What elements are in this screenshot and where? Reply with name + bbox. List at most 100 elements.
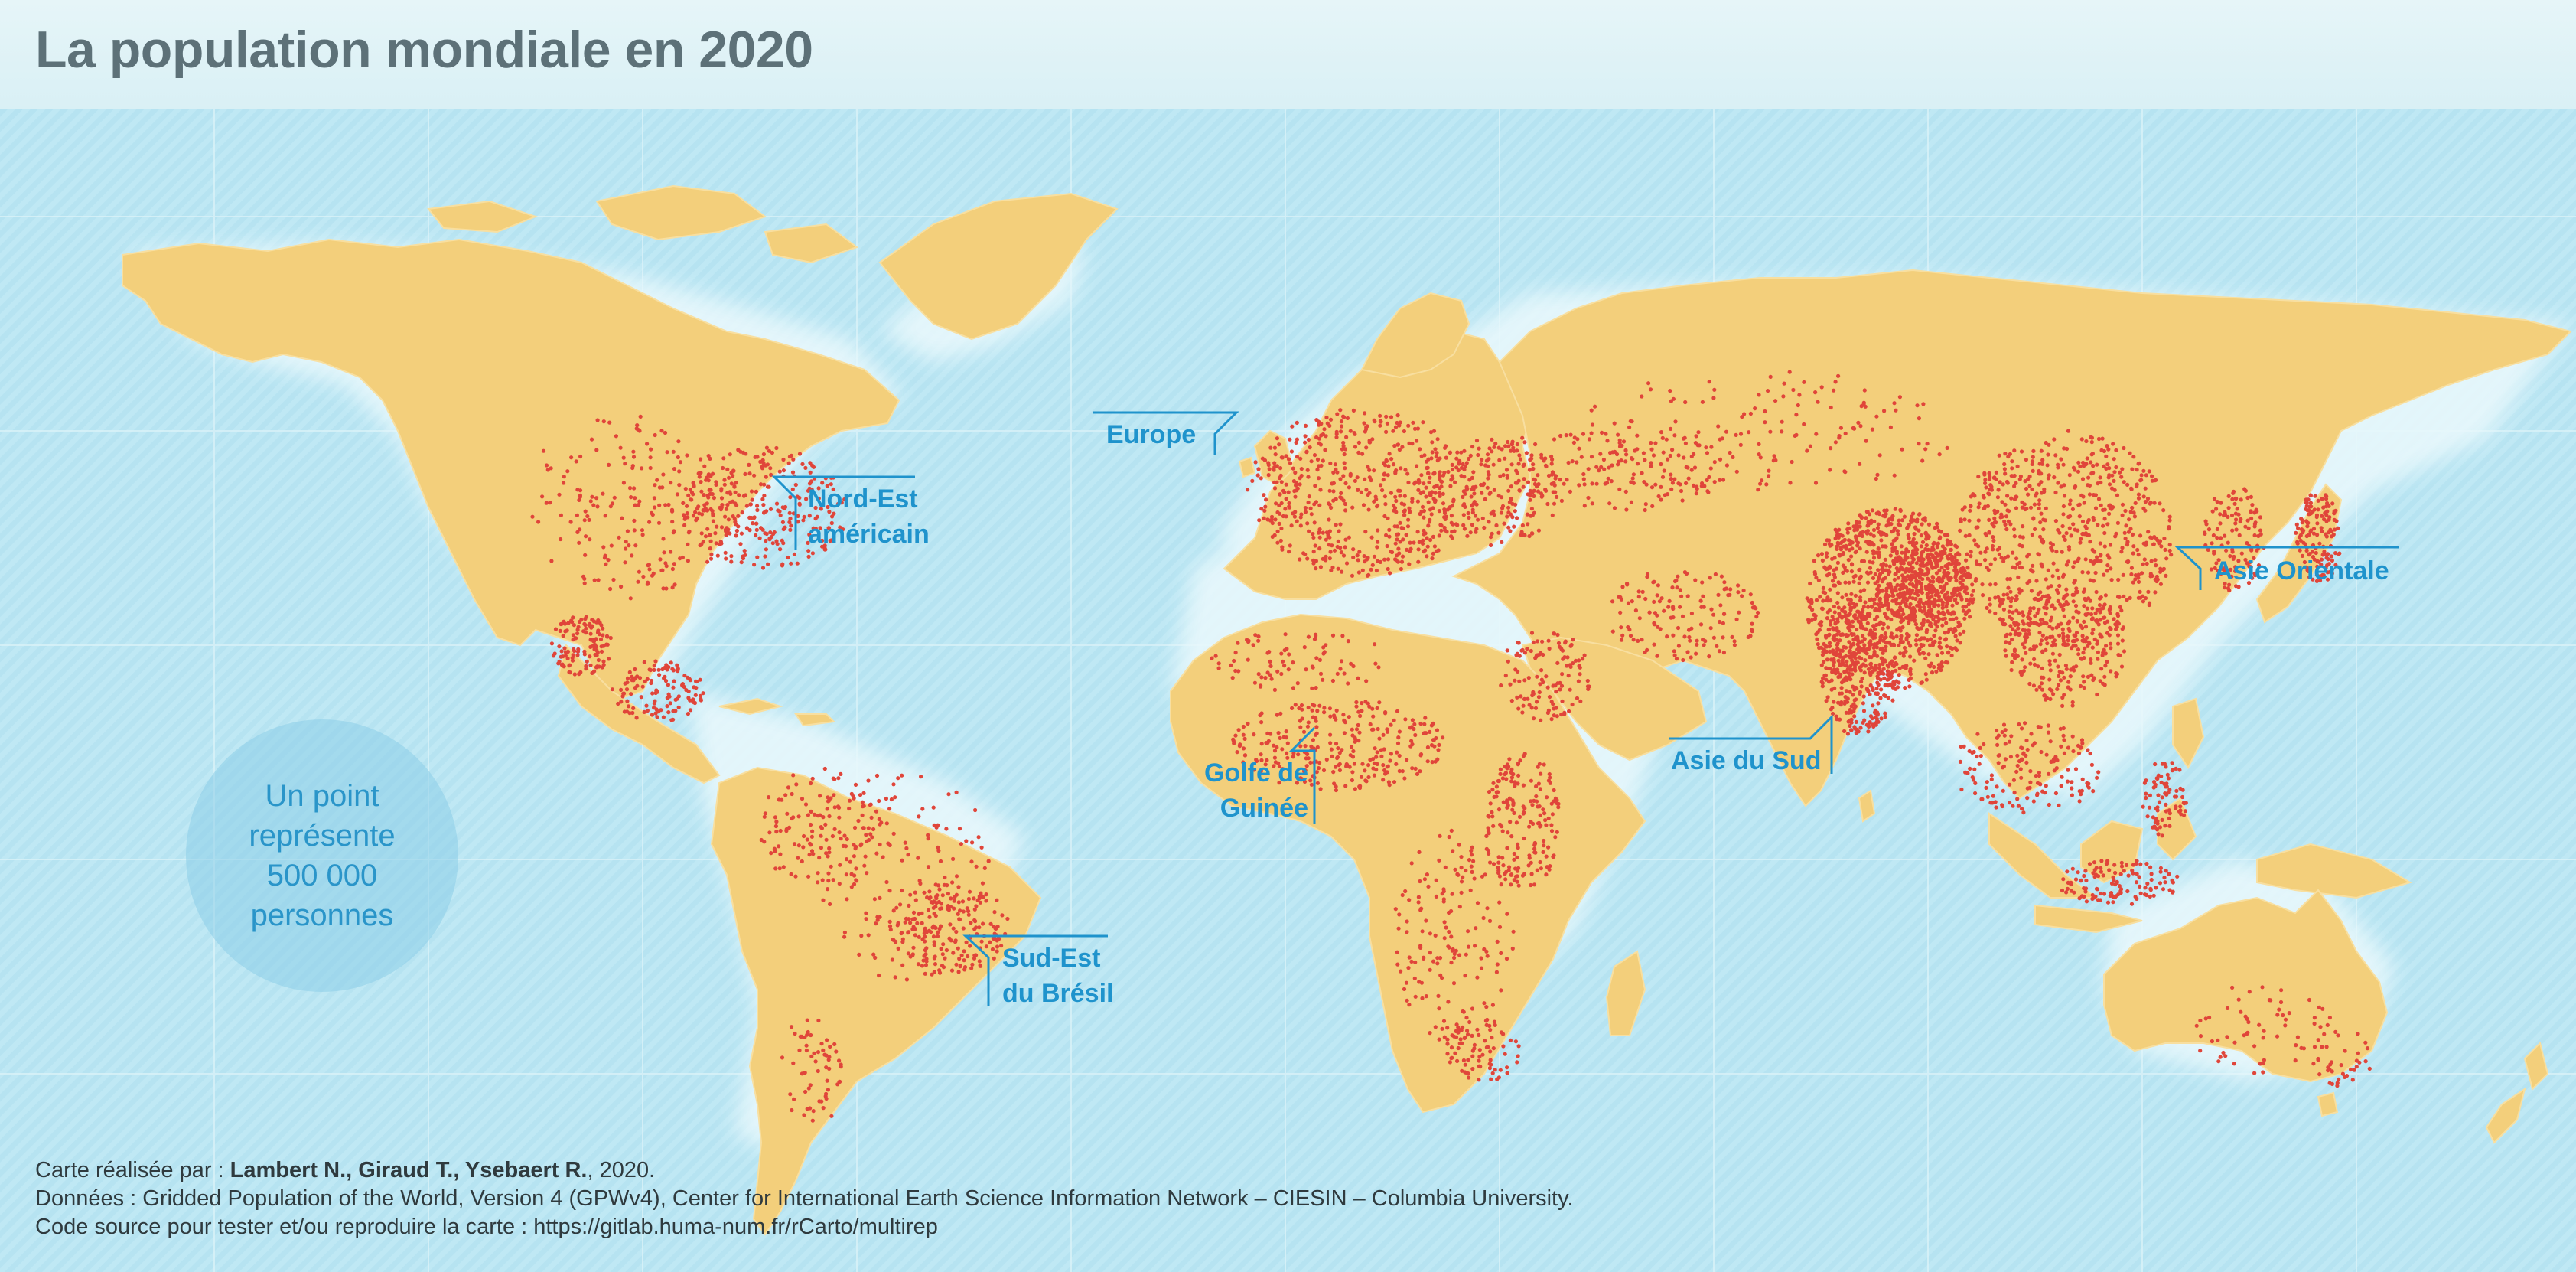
population-dot (1264, 497, 1268, 502)
population-dot (1845, 530, 1850, 535)
population-dot (1299, 467, 1304, 471)
population-dot (2106, 475, 2111, 480)
population-dot (1886, 696, 1890, 700)
population-dot (1909, 520, 1913, 524)
population-dot (1598, 452, 1603, 456)
population-dot (1506, 488, 1511, 493)
population-dot (1416, 559, 1421, 564)
population-dot (1372, 468, 1376, 473)
population-dot (2218, 521, 2223, 526)
population-dot (2298, 548, 2302, 553)
population-dot (1907, 595, 1912, 600)
population-dot (1687, 634, 1692, 640)
population-dot (1515, 879, 1519, 884)
population-dot (1315, 781, 1320, 785)
population-dot (1263, 504, 1268, 509)
population-dot (1887, 641, 1891, 645)
population-dot (2116, 621, 2121, 626)
population-dot (1623, 459, 1628, 464)
population-dot (1994, 470, 1998, 475)
population-dot (1416, 547, 1421, 552)
population-dot (1309, 459, 1314, 464)
population-dot (1923, 656, 1928, 660)
population-dot (2072, 890, 2076, 895)
population-dot (2163, 547, 2167, 553)
population-dot (1875, 712, 1880, 716)
population-dot (1517, 679, 1522, 683)
population-dot (1470, 445, 1475, 449)
population-dot (2072, 592, 2076, 597)
population-dot (2065, 886, 2070, 891)
population-dot (1408, 546, 1413, 551)
population-dot (2015, 797, 2020, 801)
population-dot (1307, 494, 1311, 499)
population-dot (1522, 477, 1526, 481)
population-dot (1970, 600, 1975, 605)
population-dot (1846, 521, 1851, 526)
population-dot (1850, 619, 1855, 624)
population-dot (1405, 998, 1409, 1003)
population-dot (1813, 390, 1818, 395)
population-dot (1365, 573, 1369, 578)
population-dot (1470, 523, 1474, 527)
population-dot (1913, 576, 1918, 580)
population-dot (1487, 831, 1491, 836)
population-dot (1897, 666, 1902, 670)
population-dot (2003, 522, 2008, 527)
population-dot (1927, 602, 1932, 606)
population-dot (1491, 462, 1496, 467)
population-dot (2066, 559, 2071, 564)
population-dot (2133, 501, 2138, 505)
population-dot (1522, 836, 1526, 841)
population-dot (1868, 570, 1873, 575)
population-dot (1849, 624, 1854, 628)
population-dot (1877, 550, 1881, 555)
population-dot (1930, 545, 1935, 550)
population-dot (1371, 727, 1376, 732)
population-dot (1898, 583, 1903, 588)
population-dot (1851, 574, 1856, 579)
population-dot (2211, 533, 2216, 538)
population-dot (2115, 595, 2121, 599)
population-dot (1700, 400, 1705, 404)
population-dot (2046, 568, 2050, 572)
population-dot (1995, 784, 1999, 789)
population-dot (2141, 804, 2145, 809)
population-dot (2158, 866, 2163, 870)
population-dot (2180, 794, 2185, 800)
population-dot (2101, 523, 2105, 528)
population-dot (1669, 472, 1673, 477)
population-dot (2167, 888, 2172, 892)
population-dot (1501, 473, 1506, 478)
population-dot (1309, 512, 1314, 517)
population-dot (2105, 462, 2110, 467)
population-dot (1831, 618, 1835, 622)
population-dot (1385, 543, 1389, 549)
population-dot (2030, 462, 2034, 466)
population-dot (1290, 706, 1295, 711)
population-dot (2096, 898, 2101, 902)
population-dot (1301, 551, 1306, 556)
population-dot (1527, 468, 1532, 472)
population-dot (1378, 559, 1382, 565)
population-dot (1236, 728, 1241, 732)
population-dot (2015, 753, 2020, 758)
population-dot (2212, 551, 2216, 556)
population-dot (1844, 592, 1848, 597)
population-dot (1360, 568, 1365, 572)
population-dot (1483, 497, 1487, 501)
population-dot (1882, 676, 1887, 680)
population-dot (2112, 617, 2116, 621)
population-dot (2130, 467, 2135, 471)
population-dot (1295, 437, 1299, 442)
population-dot (1570, 702, 1575, 707)
population-dot (1837, 435, 1842, 440)
population-dot (1933, 628, 1938, 633)
population-dot (2082, 685, 2086, 690)
population-dot (1415, 771, 1420, 777)
population-dot (1396, 532, 1401, 537)
population-dot (1378, 413, 1382, 418)
population-dot (1963, 533, 1968, 538)
population-dot (1750, 621, 1754, 626)
population-dot (2013, 632, 2017, 637)
